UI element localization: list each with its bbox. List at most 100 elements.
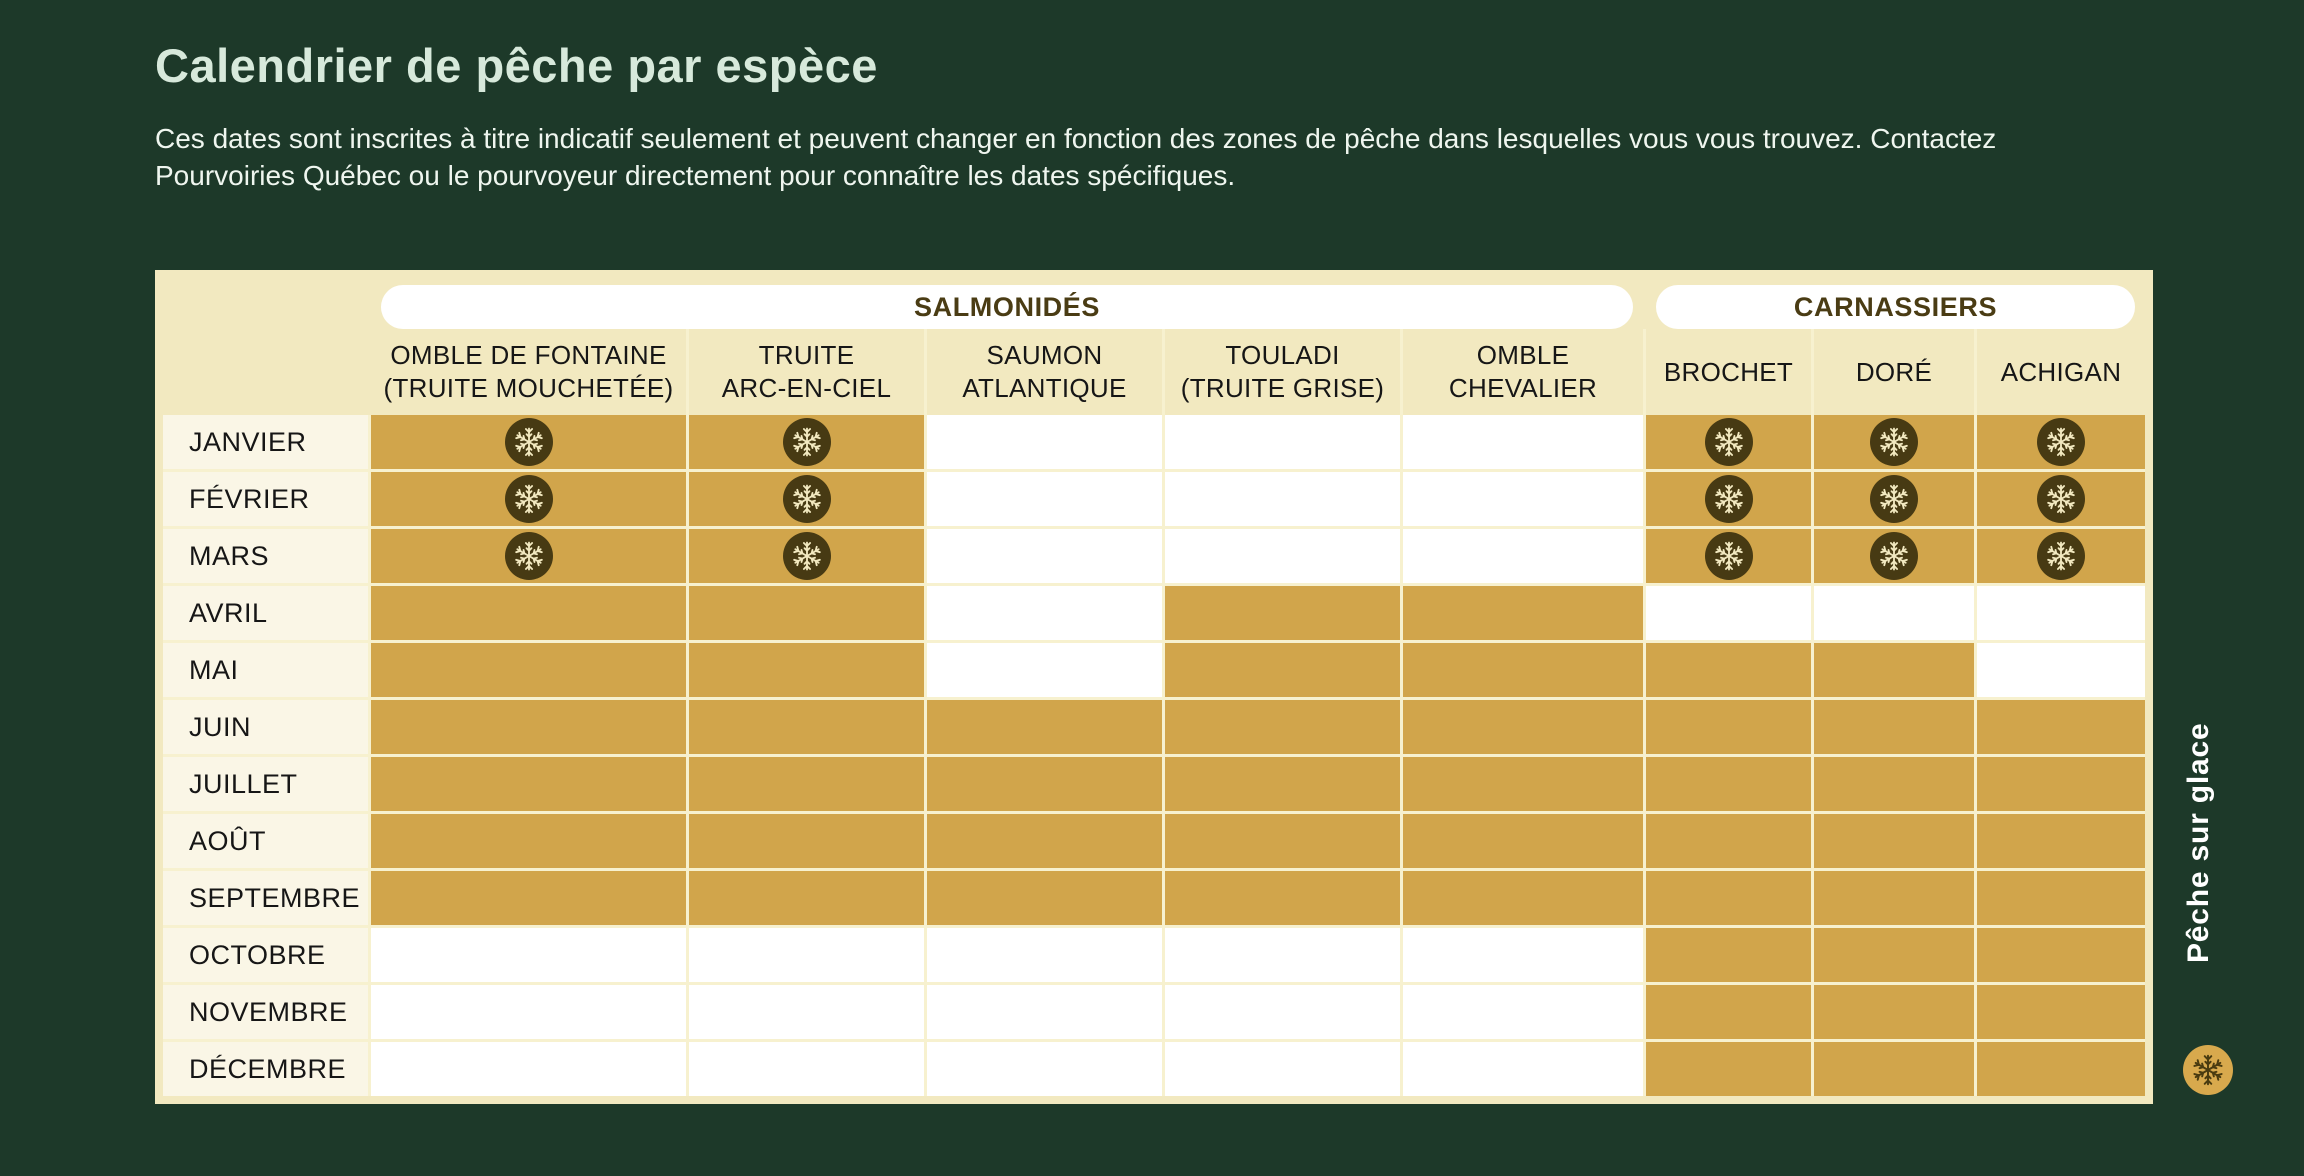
- column-header: TOULADI (TRUITE GRISE): [1165, 329, 1400, 415]
- calendar-cell-open: [1165, 643, 1400, 697]
- column-header: OMBLE DE FONTAINE (TRUITE MOUCHETÉE): [383, 340, 674, 403]
- calendar-cell-open: [1165, 871, 1400, 925]
- calendar-cell-closed: [927, 985, 1162, 1039]
- calendar-cell-open: [371, 757, 686, 811]
- snowflake-icon: [1714, 541, 1743, 571]
- calendar-cell-open: [1403, 814, 1643, 868]
- calendar-cell-closed: [927, 529, 1162, 583]
- calendar-cell-open: [1646, 928, 1811, 982]
- calendar-cell-closed: [927, 586, 1162, 640]
- calendar-cell-ice: [371, 472, 686, 526]
- snowflake-icon: [2183, 1045, 2233, 1095]
- ice-fishing-badge: [1704, 418, 1753, 466]
- calendar-cell-open: [1814, 814, 1974, 868]
- calendar-cell-open: [1646, 1042, 1811, 1096]
- calendar-cell-open: [1977, 871, 2145, 925]
- calendar-cell-open: [1646, 700, 1811, 754]
- calendar-cell-closed: [927, 928, 1162, 982]
- calendar-cell-open: [1646, 985, 1811, 1039]
- calendar-cell-open: [1814, 985, 1974, 1039]
- calendar-cell-open: [1646, 871, 1811, 925]
- fishing-calendar-table: SALMONIDÉS CARNASSIERS OMBLE DE FONTAINE (T…: [155, 270, 2153, 1104]
- ice-fishing-badge: [1870, 532, 1918, 580]
- calendar-cell-open: [1165, 586, 1400, 640]
- calendar-cell-ice: [689, 472, 924, 526]
- calendar-cell-open: [689, 700, 924, 754]
- calendar-cell-closed: [689, 1042, 924, 1096]
- month-label: MARS: [163, 529, 368, 583]
- column-header: ACHIGAN: [1977, 329, 2145, 415]
- table-body: JANVIER FÉVRIER MARS AVRIL MAI JUIN JUILLET AOÛ…: [163, 415, 2145, 1096]
- column-header: TRUITE ARC-EN-CIEL: [689, 329, 924, 415]
- snowflake-icon: [2047, 427, 2075, 457]
- calendar-cell-open: [1977, 700, 2145, 754]
- calendar-cell-open: [1165, 814, 1400, 868]
- ice-fishing-badge: [2037, 532, 2085, 580]
- ice-fishing-badge: [2037, 475, 2085, 523]
- ice-fishing-badge: [504, 418, 553, 466]
- calendar-cell-closed: [1977, 643, 2145, 697]
- calendar-cell-ice: [689, 529, 924, 583]
- snowflake-icon: [2047, 541, 2075, 571]
- calendar-cell-open: [1977, 1042, 2145, 1096]
- calendar-cell-open: [1403, 871, 1643, 925]
- calendar-cell-open: [1814, 1042, 1974, 1096]
- calendar-cell-ice: [1646, 415, 1811, 469]
- calendar-cell-open: [1814, 757, 1974, 811]
- ice-fishing-badge: [2037, 418, 2085, 466]
- calendar-cell-open: [1403, 757, 1643, 811]
- calendar-cell-closed: [1403, 472, 1643, 526]
- snowflake-icon: [514, 541, 543, 571]
- calendar-cell-closed: [1403, 928, 1643, 982]
- calendar-cell-ice: [1977, 529, 2145, 583]
- calendar-cell-open: [689, 814, 924, 868]
- calendar-cell-open: [689, 871, 924, 925]
- month-label: JUILLET: [163, 757, 368, 811]
- page-description: Ces dates sont inscrites à titre indicat…: [155, 123, 1997, 191]
- page-title: Calendrier de pêche par espèce: [155, 39, 878, 92]
- calendar-cell-closed: [1403, 415, 1643, 469]
- month-label: MAI: [163, 643, 368, 697]
- calendar-cell-ice: [1646, 529, 1811, 583]
- group-header-carnassiers: CARNASSIERS: [1656, 285, 2135, 329]
- calendar-cell-closed: [927, 472, 1162, 526]
- calendar-cell-closed: [1165, 472, 1400, 526]
- snowflake-icon: [2047, 484, 2075, 514]
- ice-fishing-badge: [782, 418, 831, 466]
- calendar-cell-closed: [1403, 1042, 1643, 1096]
- calendar-cell-ice: [1977, 415, 2145, 469]
- calendar-cell-open: [927, 757, 1162, 811]
- ice-fishing-badge: [782, 532, 831, 580]
- snowflake-icon: [1880, 484, 1908, 514]
- snowflake-icon: [1880, 541, 1908, 571]
- calendar-cell-ice: [1814, 415, 1974, 469]
- calendar-cell-ice: [1646, 472, 1811, 526]
- column-header: BROCHET: [1646, 329, 1811, 415]
- snowflake-icon: [792, 541, 821, 571]
- ice-fishing-badge: [782, 475, 831, 523]
- snowflake-icon: [1714, 427, 1743, 457]
- month-label: FÉVRIER: [163, 472, 368, 526]
- calendar-cell-open: [1977, 814, 2145, 868]
- month-label: SEPTEMBRE: [163, 871, 368, 925]
- calendar-cell-closed: [1646, 586, 1811, 640]
- calendar-cell-closed: [689, 985, 924, 1039]
- ice-fishing-label: Pêche sur glace: [2182, 722, 2215, 963]
- snowflake-icon: [514, 427, 543, 457]
- calendar-cell-open: [1403, 700, 1643, 754]
- calendar-cell-ice: [1814, 529, 1974, 583]
- month-label: AVRIL: [163, 586, 368, 640]
- calendar-cell-open: [1977, 928, 2145, 982]
- calendar-cell-closed: [1165, 415, 1400, 469]
- calendar-cell-open: [371, 700, 686, 754]
- month-label: NOVEMBRE: [163, 985, 368, 1039]
- calendar-cell-closed: [1814, 586, 1974, 640]
- snowflake-icon: [792, 484, 821, 514]
- calendar-cell-open: [1814, 928, 1974, 982]
- ice-fishing-badge: [1870, 475, 1918, 523]
- month-label: OCTOBRE: [163, 928, 368, 982]
- snowflake-icon: [1714, 484, 1743, 514]
- calendar-cell-closed: [371, 985, 686, 1039]
- ice-fishing-badge: [504, 475, 553, 523]
- ice-fishing-badge: [504, 532, 553, 580]
